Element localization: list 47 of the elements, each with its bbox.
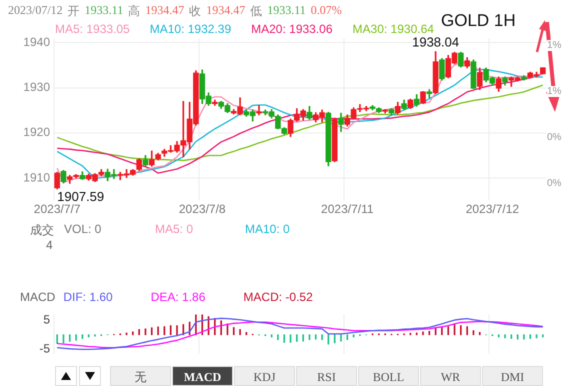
text: 4 — [46, 238, 53, 252]
text: 1% — [547, 86, 562, 97]
x-tick-label: 2023/7/8 — [178, 202, 226, 216]
text: DMI — [482, 366, 543, 386]
text: MACD — [172, 366, 233, 386]
y-tick-label: 1940 — [23, 35, 50, 50]
text: DIF: 1.60 — [63, 290, 113, 304]
text: 0.07% — [310, 3, 342, 19]
text: MA5: 1933.05 — [55, 22, 130, 36]
text: MACD: -0.52 — [243, 290, 313, 304]
x-tick-label: 2023/7/11 — [321, 202, 374, 216]
text: 成交 — [30, 222, 54, 239]
text: 1% — [547, 40, 562, 51]
text: 1934.47 — [145, 3, 184, 19]
text: 0% — [547, 132, 562, 143]
text: DEA: 1.86 — [150, 290, 206, 304]
text: MA30: 1930.64 — [352, 22, 434, 36]
y-tick-label: 1930 — [23, 80, 50, 94]
text: MA10: 0 — [245, 222, 290, 236]
x-tick-label: 2023/7/12 — [466, 202, 520, 216]
chart-title: MACD — [20, 290, 56, 304]
text: 1934.47 — [206, 3, 246, 19]
y-tick-label: -5 — [39, 342, 50, 356]
text: MA20: 1933.06 — [251, 22, 333, 36]
text: MA5: 0 — [155, 222, 194, 236]
y-tick-label: 1920 — [23, 125, 50, 140]
chart-title: GOLD 1H — [441, 11, 516, 31]
text: 收 — [189, 3, 202, 20]
text: 无 — [110, 366, 171, 386]
y-tick-label: 5 — [43, 312, 50, 326]
text: 1933.11 — [267, 3, 306, 19]
annotation: 1907.59 — [57, 188, 104, 204]
text: WR — [420, 366, 481, 386]
text: BOLL — [358, 366, 419, 386]
text: 低 — [250, 3, 262, 20]
text: VOL: 0 — [64, 222, 102, 236]
text: 0% — [547, 178, 562, 189]
y-tick-label: 1910 — [23, 170, 50, 184]
text: 高 — [128, 3, 140, 20]
text: 1933.11 — [84, 3, 124, 19]
text: 开 — [68, 3, 80, 20]
text: RSI — [296, 366, 357, 386]
text: MA10: 1932.39 — [150, 22, 232, 36]
text: KDJ — [234, 366, 295, 386]
x-tick-label: 2023/7/7 — [34, 202, 81, 216]
text: 2023/07/12 — [8, 3, 63, 19]
annotation: 1938.04 — [412, 34, 460, 50]
